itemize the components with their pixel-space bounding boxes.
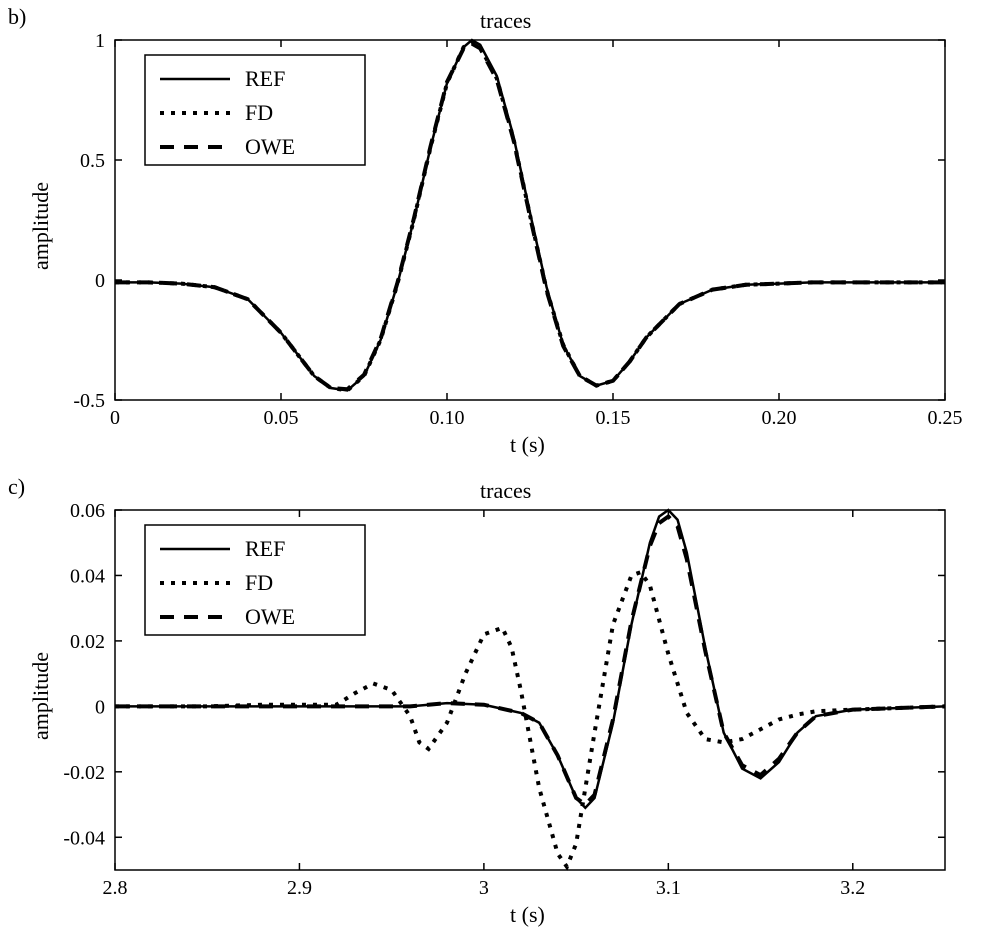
- svg-text:0.04: 0.04: [70, 565, 105, 587]
- svg-text:2.8: 2.8: [103, 877, 128, 899]
- series-ref: [115, 510, 945, 808]
- svg-text:-0.04: -0.04: [63, 827, 105, 849]
- svg-text:0.02: 0.02: [70, 631, 105, 653]
- legend-label-ref: REF: [245, 536, 285, 561]
- svg-text:3.1: 3.1: [656, 877, 681, 899]
- svg-text:2.9: 2.9: [287, 877, 312, 899]
- svg-text:0.06: 0.06: [70, 500, 105, 522]
- svg-text:0: 0: [95, 696, 105, 718]
- svg-text:3: 3: [479, 877, 489, 899]
- legend-label-owe: OWE: [245, 604, 295, 629]
- chart-c: 2.8 2.9 3 3.1 3.2 -0.04 -0.02 0 0.02 0.04 0.06 REF F…: [0, 0, 1000, 938]
- legend-label-fd: FD: [245, 570, 273, 595]
- svg-text:3.2: 3.2: [840, 877, 865, 899]
- series-owe: [115, 517, 945, 805]
- svg-text:-0.02: -0.02: [63, 762, 105, 784]
